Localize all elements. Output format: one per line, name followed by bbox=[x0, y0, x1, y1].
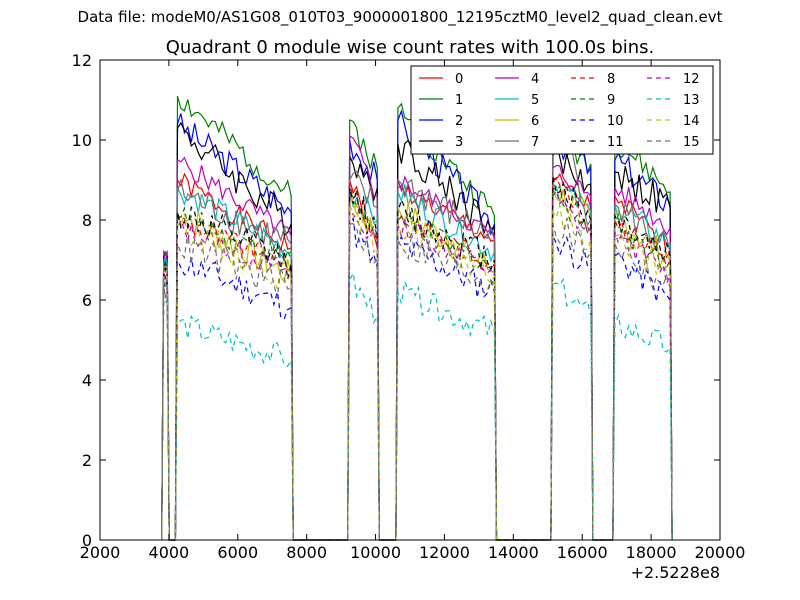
x-tick-label: 16000 bbox=[557, 543, 608, 562]
x-tick-label: 2000 bbox=[80, 543, 121, 562]
y-tick-label: 6 bbox=[82, 291, 92, 310]
x-tick-label: 14000 bbox=[488, 543, 539, 562]
legend-label-11: 11 bbox=[607, 135, 624, 150]
legend-label-2: 2 bbox=[455, 114, 463, 129]
x-tick-label: 18000 bbox=[626, 543, 677, 562]
legend-label-3: 3 bbox=[455, 135, 463, 150]
legend-label-13: 13 bbox=[683, 93, 700, 108]
legend-box bbox=[410, 65, 714, 155]
legend-label-6: 6 bbox=[531, 114, 539, 129]
y-tick-label: 10 bbox=[72, 131, 92, 150]
legend-label-7: 7 bbox=[531, 135, 539, 150]
legend-label-14: 14 bbox=[683, 114, 700, 129]
chart-title: Quadrant 0 module wise count rates with … bbox=[166, 37, 655, 58]
legend-label-15: 15 bbox=[683, 135, 700, 150]
legend-label-0: 0 bbox=[455, 72, 463, 87]
y-tick-label: 4 bbox=[82, 371, 92, 390]
y-tick-label: 12 bbox=[72, 51, 92, 70]
legend-label-1: 1 bbox=[455, 93, 463, 108]
y-tick-label: 0 bbox=[82, 531, 92, 550]
legend-label-12: 12 bbox=[683, 72, 700, 87]
x-tick-label: 6000 bbox=[217, 543, 258, 562]
legend-label-9: 9 bbox=[607, 93, 615, 108]
data-file-title: Data file: modeM0/AS1G08_010T03_90000018… bbox=[77, 8, 723, 26]
y-tick-label: 2 bbox=[82, 451, 92, 470]
series-group bbox=[161, 91, 673, 541]
legend-label-4: 4 bbox=[531, 72, 539, 87]
y-tick-label: 8 bbox=[82, 211, 92, 230]
x-offset-label: +2.5228e8 bbox=[631, 563, 720, 582]
x-tick-label: 10000 bbox=[350, 543, 401, 562]
axes-group: 2000 4000 6000 8000 10000 12000 14000 16000 1800… bbox=[72, 51, 746, 562]
legend-label-10: 10 bbox=[607, 114, 624, 129]
x-tick-label: 12000 bbox=[419, 543, 470, 562]
legend-label-8: 8 bbox=[607, 72, 615, 87]
x-tick-label: 4000 bbox=[149, 543, 190, 562]
legend-label-5: 5 bbox=[531, 93, 539, 108]
x-tick-label: 20000 bbox=[695, 543, 746, 562]
x-tick-label: 8000 bbox=[286, 543, 327, 562]
series-line-15 bbox=[161, 218, 673, 541]
series-line-13 bbox=[161, 271, 673, 541]
plot-frame bbox=[99, 59, 721, 541]
